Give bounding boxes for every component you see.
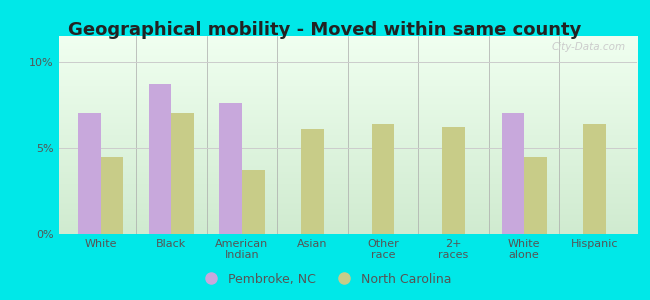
Text: Geographical mobility - Moved within same county: Geographical mobility - Moved within sam… <box>68 21 582 39</box>
Bar <box>584 124 606 234</box>
Bar <box>442 127 465 234</box>
Bar <box>172 113 194 234</box>
Bar <box>78 113 101 234</box>
Bar <box>101 157 124 234</box>
Bar <box>149 84 172 234</box>
Text: City-Data.com: City-Data.com <box>551 42 625 52</box>
Bar <box>242 170 265 234</box>
Bar <box>524 157 547 234</box>
Bar <box>502 113 524 234</box>
Bar <box>301 129 324 234</box>
Legend: Pembroke, NC, North Carolina: Pembroke, NC, North Carolina <box>193 268 457 291</box>
Bar <box>219 103 242 234</box>
Bar <box>372 124 395 234</box>
